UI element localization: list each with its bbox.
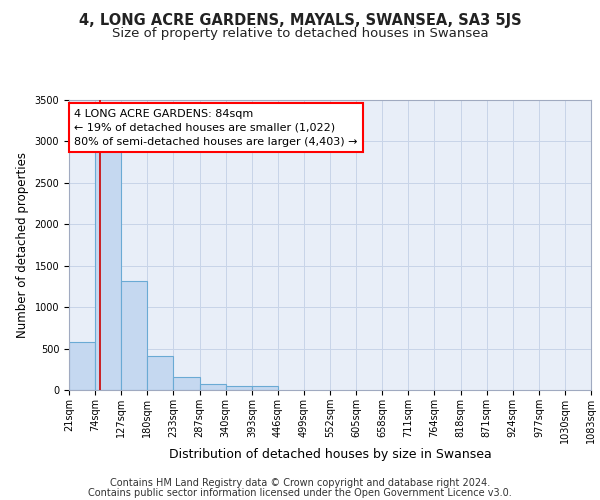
Text: Size of property relative to detached houses in Swansea: Size of property relative to detached ho… — [112, 28, 488, 40]
X-axis label: Distribution of detached houses by size in Swansea: Distribution of detached houses by size … — [169, 448, 491, 462]
Text: 4, LONG ACRE GARDENS, MAYALS, SWANSEA, SA3 5JS: 4, LONG ACRE GARDENS, MAYALS, SWANSEA, S… — [79, 12, 521, 28]
Text: Contains public sector information licensed under the Open Government Licence v3: Contains public sector information licen… — [88, 488, 512, 498]
Text: 4 LONG ACRE GARDENS: 84sqm
← 19% of detached houses are smaller (1,022)
80% of s: 4 LONG ACRE GARDENS: 84sqm ← 19% of deta… — [74, 108, 358, 146]
Bar — [226, 386, 252, 390]
Bar — [252, 386, 278, 390]
Bar — [173, 376, 200, 390]
Bar — [69, 342, 95, 390]
Bar — [147, 356, 173, 390]
Bar — [95, 146, 121, 390]
Bar — [121, 282, 147, 390]
Bar — [200, 384, 226, 390]
Y-axis label: Number of detached properties: Number of detached properties — [16, 152, 29, 338]
Text: Contains HM Land Registry data © Crown copyright and database right 2024.: Contains HM Land Registry data © Crown c… — [110, 478, 490, 488]
